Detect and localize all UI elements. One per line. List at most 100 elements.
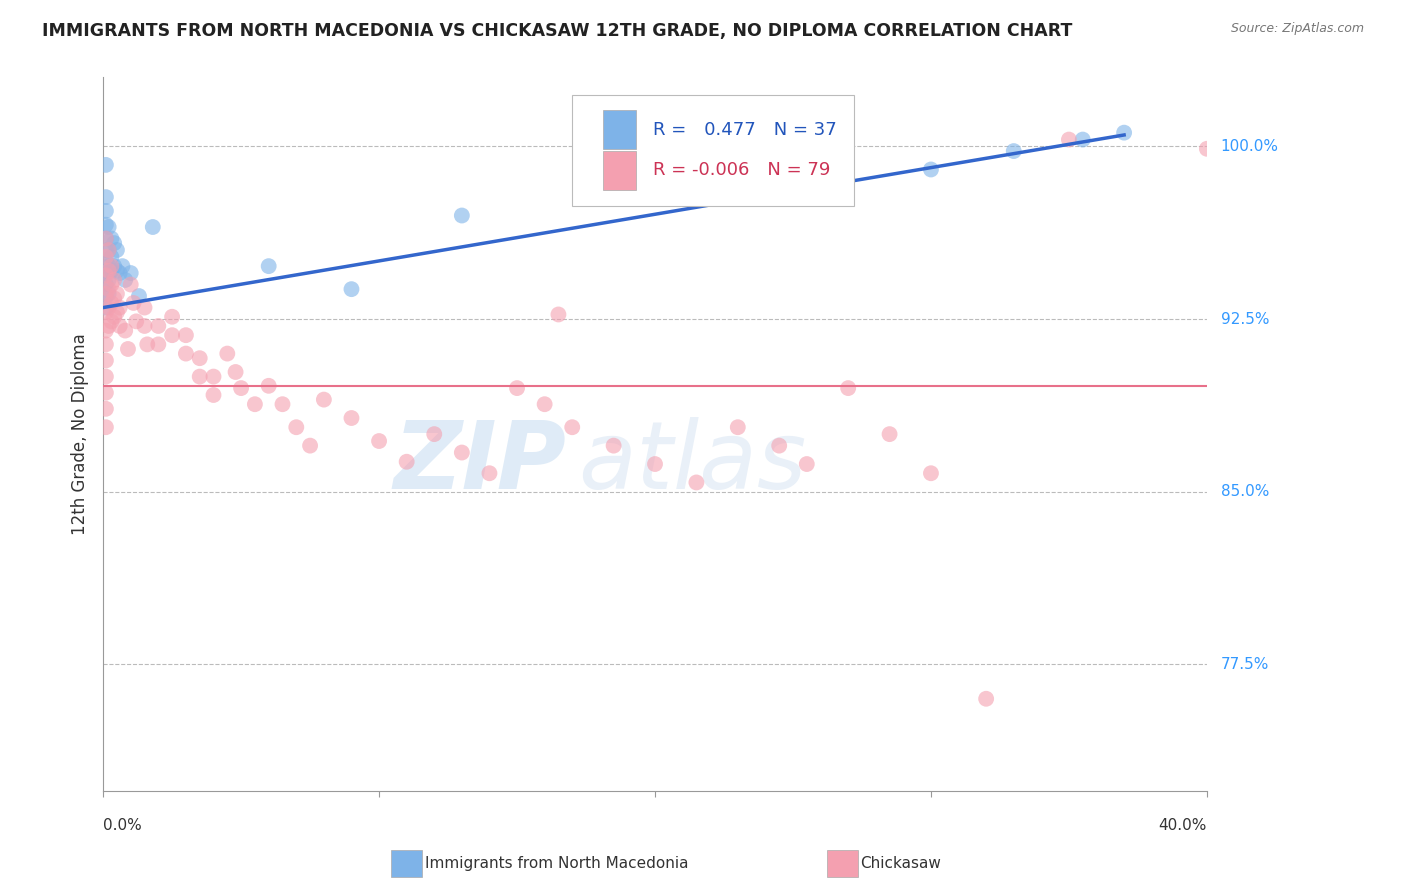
Point	[685, 475, 707, 490]
Point	[105, 286, 128, 301]
Point	[100, 264, 122, 278]
Point	[188, 369, 211, 384]
Point	[100, 296, 122, 310]
Point	[1002, 144, 1025, 158]
Point	[94, 250, 117, 264]
Point	[103, 236, 125, 251]
Point	[285, 420, 308, 434]
Point	[108, 301, 131, 315]
Point	[450, 209, 472, 223]
Point	[160, 310, 183, 324]
Point	[229, 381, 252, 395]
Point	[94, 266, 117, 280]
Point	[217, 346, 239, 360]
Text: 85.0%: 85.0%	[1220, 484, 1270, 500]
Point	[97, 282, 120, 296]
Point	[114, 324, 136, 338]
Text: 40.0%: 40.0%	[1159, 819, 1206, 833]
Point	[103, 310, 125, 324]
Point	[94, 286, 117, 301]
Point	[94, 218, 117, 232]
Point	[97, 243, 120, 257]
Point	[796, 457, 818, 471]
Text: 100.0%: 100.0%	[1220, 139, 1278, 154]
Point	[125, 314, 148, 328]
Point	[97, 318, 120, 333]
Point	[312, 392, 335, 407]
Point	[395, 455, 418, 469]
Point	[122, 296, 145, 310]
Point	[920, 162, 942, 177]
Point	[128, 289, 150, 303]
Point	[148, 337, 170, 351]
Point	[103, 291, 125, 305]
Point	[100, 314, 122, 328]
Point	[768, 439, 790, 453]
Point	[134, 318, 156, 333]
Text: Source: ZipAtlas.com: Source: ZipAtlas.com	[1230, 22, 1364, 36]
Point	[188, 351, 211, 366]
Point	[94, 231, 117, 245]
Point	[103, 273, 125, 287]
Point	[117, 342, 139, 356]
Point	[114, 273, 136, 287]
Point	[94, 254, 117, 268]
Point	[837, 381, 859, 395]
Point	[100, 250, 122, 264]
Point	[94, 190, 117, 204]
Point	[94, 353, 117, 368]
Point	[103, 259, 125, 273]
FancyBboxPatch shape	[603, 151, 637, 190]
Point	[368, 434, 391, 448]
Point	[97, 286, 120, 301]
Point	[94, 277, 117, 292]
Point	[94, 385, 117, 400]
Point	[136, 337, 159, 351]
Point	[134, 301, 156, 315]
Text: Chickasaw: Chickasaw	[860, 856, 942, 871]
Point	[120, 277, 142, 292]
Point	[727, 420, 749, 434]
Point	[148, 318, 170, 333]
Point	[450, 445, 472, 459]
Point	[423, 427, 446, 442]
Point	[1071, 132, 1094, 146]
Point	[108, 266, 131, 280]
Point	[94, 203, 117, 218]
Point	[974, 691, 997, 706]
Point	[602, 439, 624, 453]
Point	[100, 259, 122, 273]
Point	[97, 301, 120, 315]
Point	[174, 346, 197, 360]
Point	[105, 264, 128, 278]
Point	[94, 324, 117, 338]
Text: R =  0.477  N = 37: R = 0.477 N = 37	[652, 120, 837, 138]
Point	[120, 266, 142, 280]
Point	[602, 190, 624, 204]
Point	[97, 220, 120, 235]
Point	[1114, 126, 1136, 140]
Point	[561, 420, 583, 434]
Point	[202, 369, 225, 384]
Point	[1195, 142, 1218, 156]
Point	[340, 411, 363, 425]
Point	[97, 264, 120, 278]
Point	[94, 158, 117, 172]
Point	[97, 273, 120, 287]
Point	[160, 328, 183, 343]
Point	[225, 365, 247, 379]
Point	[506, 381, 529, 395]
FancyBboxPatch shape	[603, 110, 637, 149]
Text: 92.5%: 92.5%	[1220, 311, 1270, 326]
Point	[111, 259, 134, 273]
Point	[94, 268, 117, 283]
Point	[108, 318, 131, 333]
Point	[174, 328, 197, 343]
Point	[97, 243, 120, 257]
Text: Immigrants from North Macedonia: Immigrants from North Macedonia	[425, 856, 688, 871]
Text: 0.0%: 0.0%	[103, 819, 142, 833]
Point	[94, 369, 117, 384]
Text: ZIP: ZIP	[394, 417, 567, 508]
Text: IMMIGRANTS FROM NORTH MACEDONIA VS CHICKASAW 12TH GRADE, NO DIPLOMA CORRELATION : IMMIGRANTS FROM NORTH MACEDONIA VS CHICK…	[42, 22, 1073, 40]
Point	[299, 439, 322, 453]
